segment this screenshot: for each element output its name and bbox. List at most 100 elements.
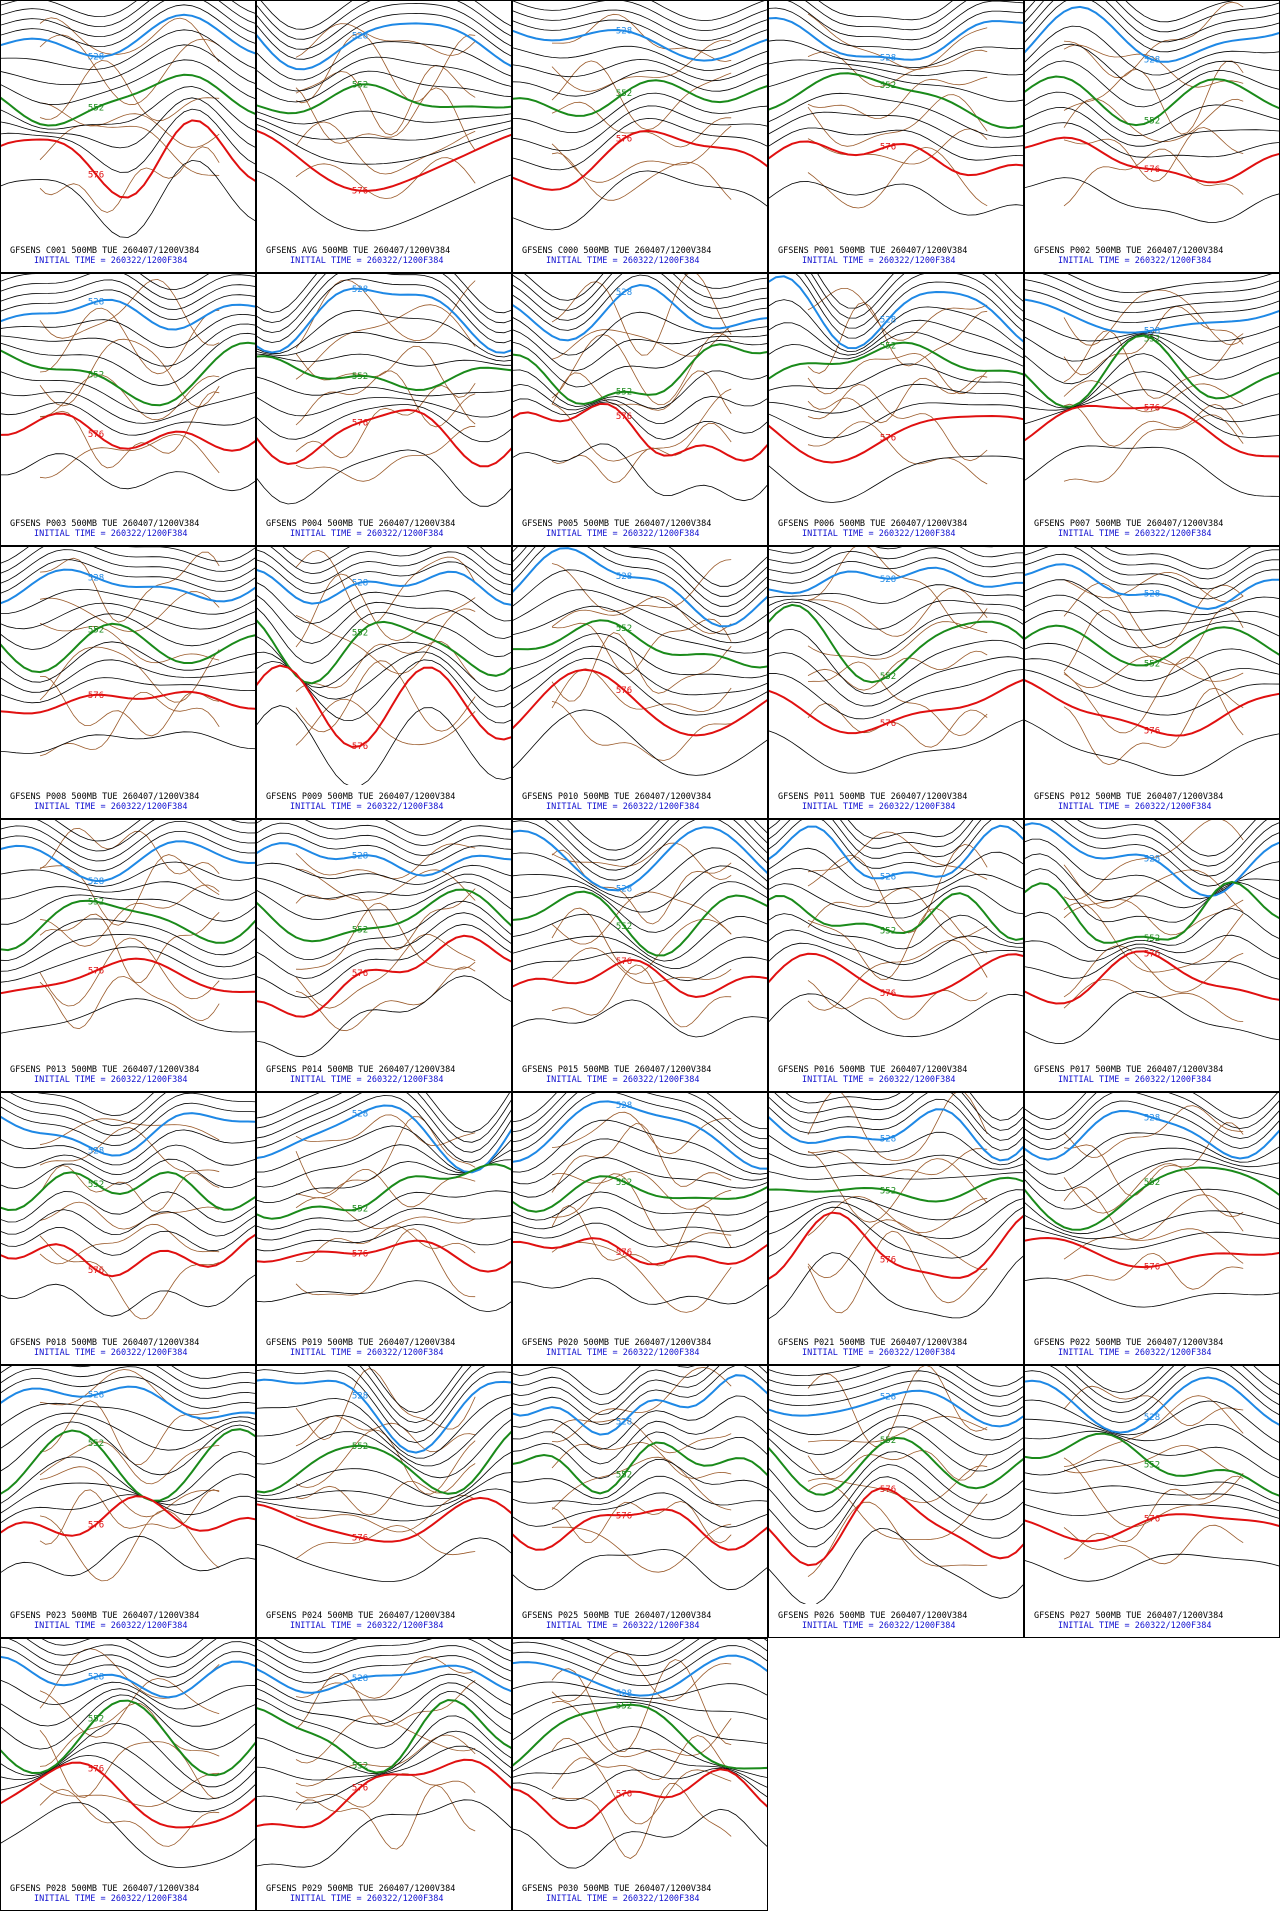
panel-frame xyxy=(256,819,512,1092)
contour-label: 528 xyxy=(616,1101,632,1111)
key-contour xyxy=(769,414,1023,464)
coastline xyxy=(39,146,220,213)
height-contour xyxy=(769,1366,1023,1397)
height-contour xyxy=(769,867,1023,904)
coastline xyxy=(1063,607,1244,672)
initial-time: INITIAL TIME = 260322/1200F384 xyxy=(546,1348,700,1358)
contour-label: 552 xyxy=(1144,934,1160,944)
contour-label: 576 xyxy=(88,1266,104,1276)
height-contour xyxy=(769,547,1023,574)
height-contour xyxy=(1025,719,1279,777)
height-contour xyxy=(257,1645,511,1674)
height-contour xyxy=(1025,1100,1279,1151)
initial-time: INITIAL TIME = 260322/1200F384 xyxy=(546,256,700,266)
coastline xyxy=(807,288,988,341)
panel-title: GFSENS P008 500MB TUE 260407/1200V384 xyxy=(10,792,199,802)
height-contour xyxy=(1,946,255,983)
coastline xyxy=(39,884,220,947)
map-area: 528 552 576 xyxy=(1025,1093,1279,1308)
height-contour xyxy=(769,363,1023,391)
contour-label: 552 xyxy=(352,1442,368,1452)
height-contour xyxy=(1,1473,255,1514)
height-contour xyxy=(1025,947,1279,980)
map-panel: 528 552 576 GFSENS P020 500MB TUE 260407/12… xyxy=(512,1092,768,1365)
height-contour xyxy=(1,1402,255,1431)
height-contour xyxy=(1,1093,255,1136)
contour-label: 552 xyxy=(616,922,632,932)
coastline xyxy=(807,146,988,209)
height-contour xyxy=(769,820,974,849)
key-contour xyxy=(257,1378,511,1454)
height-contour xyxy=(1025,107,1279,147)
key-contour xyxy=(1025,880,1279,944)
height-contour xyxy=(513,1548,767,1591)
height-contour xyxy=(1025,122,1279,158)
height-contour xyxy=(513,398,767,440)
contour-label: 576 xyxy=(1144,950,1160,960)
key-contour xyxy=(257,129,511,192)
height-contour xyxy=(513,1093,767,1160)
coastline xyxy=(807,1416,988,1443)
height-contour xyxy=(257,331,511,362)
height-contour xyxy=(559,1639,767,1667)
height-contour xyxy=(257,595,511,644)
coastline xyxy=(1063,656,1244,736)
map-panel: 528 552 576 GFSENS P009 500MB TUE 260407/12… xyxy=(256,546,512,819)
height-contour xyxy=(513,369,767,410)
coastline xyxy=(807,421,988,485)
height-contour xyxy=(257,1419,511,1479)
panel-title: GFSENS P001 500MB TUE 260407/1200V384 xyxy=(778,246,967,256)
coastline xyxy=(551,618,732,675)
coastline xyxy=(295,1415,476,1453)
coastline xyxy=(551,964,732,1028)
initial-time: INITIAL TIME = 260322/1200F384 xyxy=(802,256,956,266)
coastline xyxy=(807,13,988,71)
height-contour xyxy=(785,1093,1023,1121)
coastline xyxy=(807,908,988,980)
height-contour xyxy=(1,367,255,415)
height-contour xyxy=(769,455,1023,503)
contour-label: 528 xyxy=(880,316,896,326)
height-contour xyxy=(257,1369,511,1444)
coastline xyxy=(1063,899,1244,936)
height-contour xyxy=(1025,1227,1279,1250)
height-contour xyxy=(1,1494,255,1524)
height-contour xyxy=(1,1,255,28)
contour-label: 576 xyxy=(1144,726,1160,736)
key-contour xyxy=(1,899,255,952)
height-contour xyxy=(769,111,1023,148)
contour-label: 528 xyxy=(1144,590,1160,600)
key-contour xyxy=(513,547,767,628)
key-contour xyxy=(257,83,511,115)
height-contour xyxy=(1025,1210,1279,1240)
coastline xyxy=(1063,305,1244,376)
height-contour xyxy=(513,170,767,231)
contour-label: 552 xyxy=(880,1186,896,1196)
height-contour xyxy=(769,913,1023,950)
height-contour xyxy=(1,59,255,106)
coastline xyxy=(551,39,732,92)
coastline xyxy=(39,1223,220,1265)
key-contour xyxy=(257,355,511,392)
height-contour xyxy=(1025,934,1279,962)
coastline xyxy=(807,1148,988,1177)
height-contour xyxy=(1,1376,255,1409)
coastline xyxy=(551,1782,732,1859)
key-contour xyxy=(1025,1376,1279,1434)
key-contour xyxy=(513,1441,767,1495)
height-contour xyxy=(769,547,994,554)
contour-label: 576 xyxy=(88,691,104,701)
height-contour xyxy=(270,547,511,576)
height-contour xyxy=(513,1431,767,1480)
key-contour xyxy=(257,1496,511,1543)
coastline xyxy=(807,301,988,374)
height-contour xyxy=(1025,853,1279,909)
height-contour xyxy=(1,289,255,320)
contour-label: 552 xyxy=(880,342,896,352)
coastline xyxy=(551,1123,732,1193)
height-contour xyxy=(769,1414,1023,1456)
coastline xyxy=(551,274,732,356)
panel-frame xyxy=(1024,546,1280,819)
height-contour xyxy=(257,607,511,664)
panel-frame xyxy=(0,273,256,546)
